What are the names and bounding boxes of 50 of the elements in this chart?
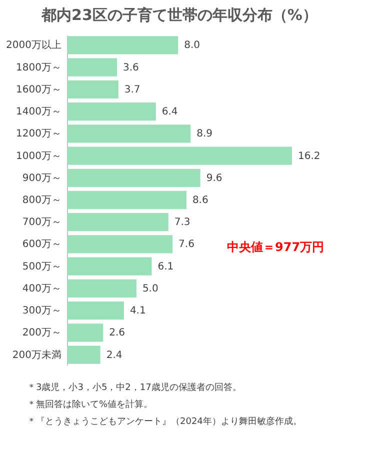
data-label: 6.1 (158, 261, 174, 272)
data-label: 8.6 (192, 195, 208, 206)
y-tick-label: 600万～ (22, 239, 62, 250)
data-label: 9.6 (206, 172, 222, 184)
text: ＊3歳児，小3，小5，中2，17歳児の保護者の回答。 (27, 382, 242, 393)
data-label: 8.0 (184, 40, 200, 52)
y-tick-label: 1000万～ (16, 150, 62, 162)
annotation: 中央値＝977万円 (227, 240, 324, 254)
bar (67, 58, 117, 76)
bar (67, 257, 152, 276)
data-label: 2.4 (106, 350, 122, 361)
bar (67, 235, 173, 254)
bar (67, 168, 200, 187)
data-label: 2.6 (109, 328, 126, 339)
bar (67, 302, 124, 320)
y-tick-label: 800万～ (22, 195, 62, 206)
y-tick-label: 1200万～ (16, 128, 62, 140)
y-tick-label: 700万～ (22, 217, 62, 228)
y-tick-label: 1800万～ (16, 62, 62, 74)
bar (67, 146, 292, 165)
data-label: 7.3 (174, 217, 190, 228)
y-tick-label: 1400万～ (16, 106, 62, 118)
chart-title: 都内23区の子育て世帯の年収分布（%） (40, 6, 318, 24)
bar (67, 346, 100, 364)
y-tick-label: 900万～ (22, 172, 62, 184)
bar (67, 80, 118, 98)
bar (67, 324, 104, 342)
data-label: 6.4 (162, 106, 178, 118)
bar (67, 279, 136, 298)
bar (67, 213, 168, 232)
bar (67, 36, 178, 54)
y-tick-label: 200万～ (22, 328, 62, 339)
y-tick-label: 200万未満 (12, 348, 62, 361)
y-tick-label: 2000万以上 (6, 39, 62, 52)
y-tick-label: 400万～ (22, 283, 62, 294)
y-tick-label: 300万～ (22, 306, 62, 317)
data-label: 8.9 (196, 128, 213, 140)
data-label: 4.1 (130, 306, 146, 317)
y-tick-label: 1600万～ (16, 84, 62, 96)
data-label: 3.7 (124, 84, 140, 96)
text: ＊無回答は除いて%値を計算。 (27, 399, 153, 410)
y-tick-label: 500万～ (22, 261, 62, 272)
data-label: 3.6 (123, 62, 139, 74)
bar (67, 124, 191, 143)
text: ＊『とうきょうこどもアンケート』（2024年）より舞田敏彦作成。 (27, 416, 302, 427)
bar (67, 102, 156, 121)
bar (67, 190, 186, 210)
data-label: 16.2 (298, 150, 320, 162)
data-label: 7.6 (178, 239, 194, 250)
data-label: 5.0 (142, 283, 158, 294)
